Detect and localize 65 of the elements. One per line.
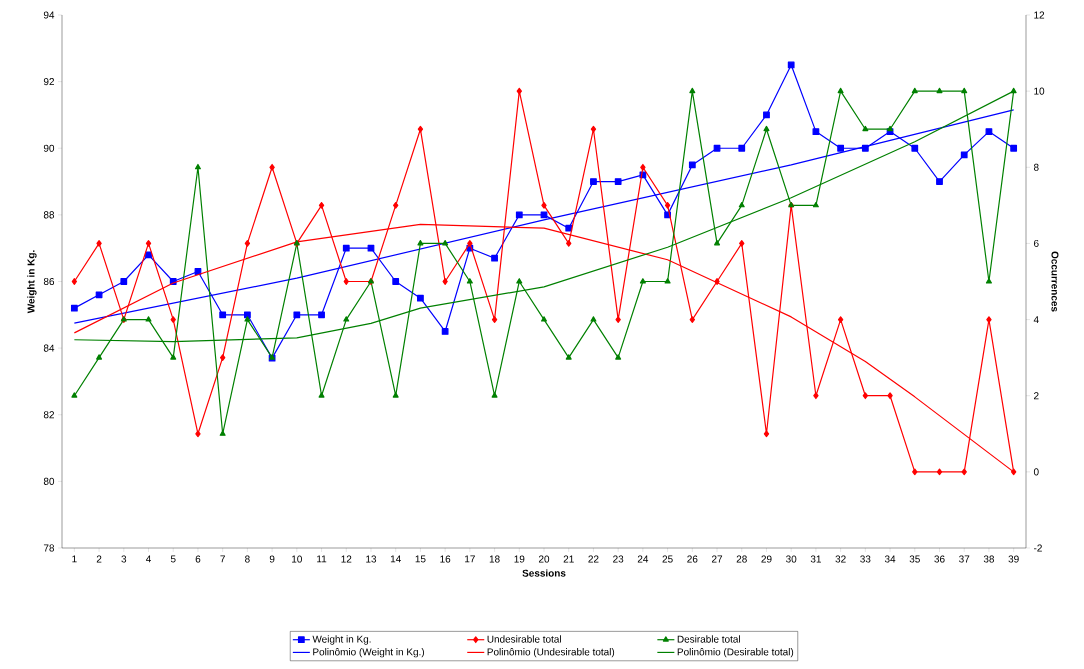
legend-label: Weight in Kg. — [312, 635, 371, 645]
x-tick-label: 2 — [96, 555, 102, 563]
x-tick-label: 29 — [761, 555, 772, 563]
legend-label: Polinômio (Undesirable total) — [487, 648, 615, 658]
x-tick-label: 6 — [195, 555, 201, 563]
x-tick-label: 33 — [860, 555, 871, 563]
x-tick-label: 34 — [884, 555, 896, 563]
x-tick-label: 10 — [292, 555, 302, 563]
x-tick-label: 32 — [835, 555, 846, 563]
x-tick-label: 18 — [489, 555, 500, 563]
y-tick-label: 78 — [43, 544, 55, 552]
x-tick-label: 19 — [514, 555, 525, 563]
x-axis-title: Sessions — [522, 569, 566, 577]
y-tick-label: 84 — [43, 344, 55, 352]
x-tick-label: 30 — [786, 555, 797, 563]
y2-tick-label: 12 — [1034, 11, 1045, 19]
x-tick-label: 31 — [810, 555, 821, 563]
y2-tick-label: 6 — [1034, 239, 1039, 247]
x-tick-label: 1 — [72, 555, 77, 563]
x-tick-label: 9 — [269, 555, 275, 563]
y2-tick-label: 4 — [1033, 316, 1039, 323]
x-tick-label: 38 — [983, 555, 995, 563]
y-tick-label: 94 — [43, 11, 55, 19]
legend-label: Polinômio (Weight in Kg.) — [313, 648, 425, 658]
y2-tick-label: 10 — [1034, 87, 1045, 95]
x-tick-label: 35 — [909, 555, 920, 563]
x-tick-label: 17 — [465, 555, 475, 563]
x-tick-label: 20 — [538, 555, 550, 563]
x-tick-label: 39 — [1008, 555, 1019, 563]
x-tick-label: 16 — [440, 555, 451, 563]
y-axis-title: Weight in Kg. — [27, 250, 37, 314]
y2-tick-label: 0 — [1033, 468, 1039, 476]
x-tick-label: 11 — [317, 555, 327, 563]
x-tick-label: 4 — [145, 555, 151, 563]
y-tick-label: 86 — [43, 277, 55, 286]
y2-axis-title: Occurrences — [1051, 251, 1059, 312]
x-tick-label: 28 — [736, 555, 747, 563]
x-tick-label: 12 — [341, 555, 352, 563]
x-tick-label: 15 — [415, 555, 426, 563]
x-tick-label: 5 — [170, 555, 176, 563]
x-tick-label: 37 — [959, 555, 970, 563]
x-tick-label: 22 — [588, 555, 599, 563]
y2-tick-label: 8 — [1033, 163, 1039, 171]
y2-tick-label: 2 — [1034, 392, 1039, 400]
y-tick-label: 90 — [43, 144, 55, 152]
y-tick-label: 82 — [43, 411, 54, 419]
legend-label: Desirable total — [677, 635, 740, 643]
x-tick-label: 26 — [687, 555, 698, 563]
x-tick-label: 7 — [220, 555, 225, 563]
legend-label: Polinômio (Desirable total) — [677, 648, 794, 658]
x-tick-label: 8 — [245, 555, 250, 563]
y2-tick-label: -2 — [1033, 544, 1042, 552]
y-tick-label: 80 — [43, 477, 55, 485]
x-tick-label: 36 — [934, 555, 945, 563]
x-tick-label: 23 — [613, 555, 624, 563]
x-tick-label: 24 — [637, 555, 649, 563]
y-tick-label: 92 — [43, 78, 54, 86]
legend-label: Undesirable total — [487, 635, 561, 643]
x-tick-label: 21 — [563, 555, 574, 563]
x-tick-label: 13 — [366, 555, 377, 563]
y-tick-label: 88 — [43, 211, 55, 219]
x-tick-label: 3 — [121, 555, 127, 563]
x-tick-label: 14 — [390, 555, 401, 563]
x-tick-label: 27 — [711, 555, 723, 563]
x-tick-label: 25 — [662, 555, 673, 563]
